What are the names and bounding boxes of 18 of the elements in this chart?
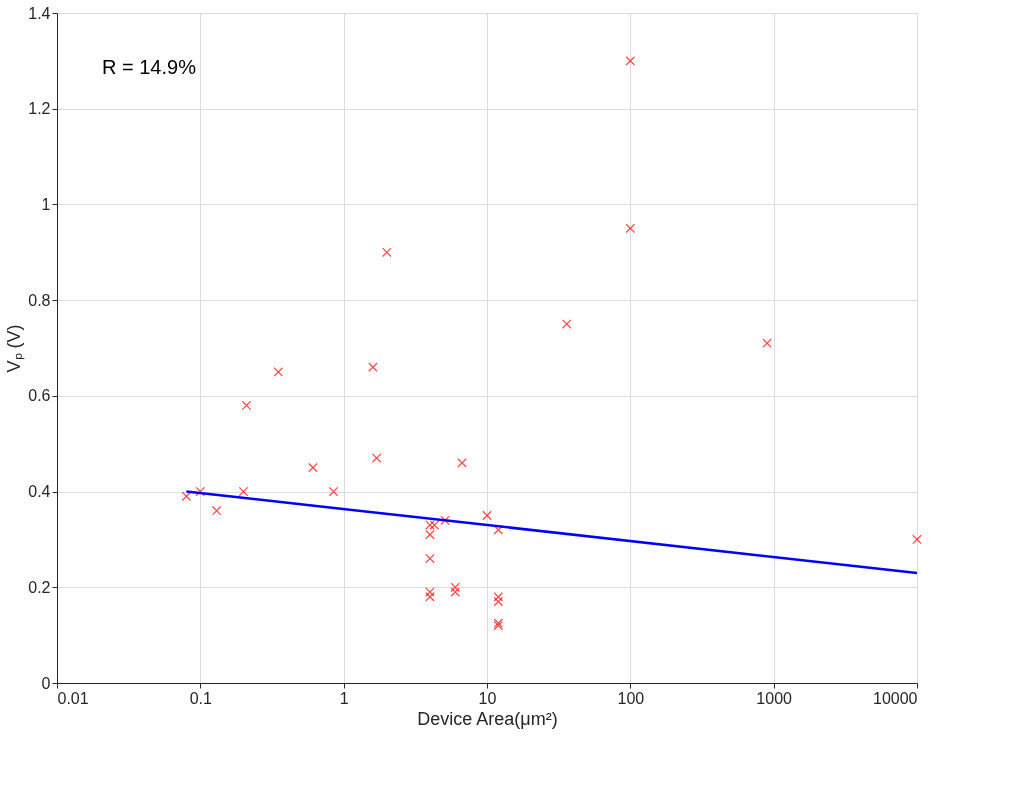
y-tick-label: 1.4 — [28, 4, 51, 22]
x-tick-label: 0.1 — [189, 689, 213, 707]
y-axis-title: Vₚ (V) — [4, 324, 26, 373]
y-tick-label: 1 — [41, 195, 51, 213]
y-tick-label: 0 — [41, 674, 51, 692]
x-tick-label: 100 — [617, 689, 645, 707]
y-tick-label: 0.2 — [28, 578, 51, 596]
y-tick-label: 1.2 — [28, 100, 51, 118]
annotation: R = 14.9% — [102, 56, 197, 78]
x-tick-label: 0.01 — [57, 689, 89, 707]
y-tick-label: 0.8 — [28, 291, 51, 309]
x-tick-label: 10 — [478, 689, 497, 707]
x-axis-title: Device Area(μm²) — [417, 708, 558, 729]
x-tick-label: 10000 — [873, 689, 918, 707]
y-tick-label: 0.4 — [28, 483, 51, 501]
y-tick-label: 0.6 — [28, 387, 51, 405]
x-tick-label: 1000 — [756, 689, 793, 707]
x-tick-label: 1 — [339, 689, 349, 707]
